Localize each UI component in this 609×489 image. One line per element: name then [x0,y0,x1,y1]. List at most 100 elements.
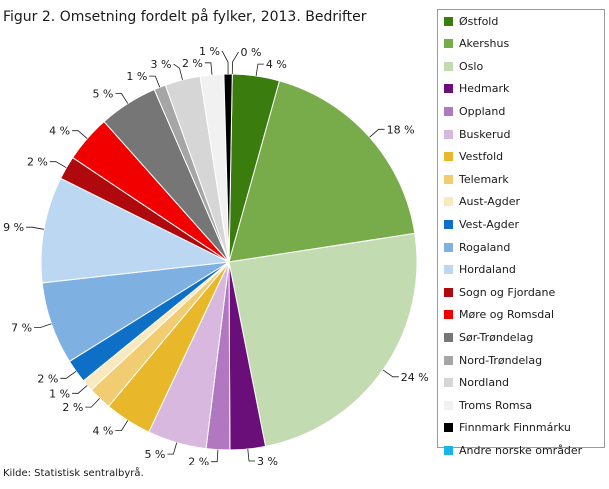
leader-line-rogaland [34,323,52,329]
pie-slice-akershus [228,80,416,263]
legend-label: Hedmark [459,82,510,96]
legend-item-rogaland: Rogaland [444,239,510,255]
legend-label: Finnmark Finnmárku [459,421,571,435]
legend-label: Sogn og Fjordane [459,285,556,299]
data-label-rogaland: 7 % [11,322,32,335]
legend-item-sor-trondelag: Sør-Trøndelag [444,329,533,345]
legend-swatch [444,378,453,388]
legend-item-telemark: Telemark [444,171,509,187]
legend-item-vest-agder: Vest-Agder [444,216,519,232]
legend-label: Aust-Agder [459,195,521,209]
legend-item-hordaland: Hordaland [444,262,516,278]
data-label-more-og-romsdal: 4 % [49,125,70,138]
legend-label: Østfold [459,14,499,28]
legend-item-andre-norske-omrader: Andre norske områder [444,442,582,458]
data-label-troms-romsa: 2 % [182,57,203,70]
data-label-oppland: 2 % [188,456,209,465]
legend-swatch [444,61,453,71]
data-label-oslo: 24 % [401,371,429,384]
legend-swatch [444,287,453,297]
legend-label: Rogaland [459,240,511,254]
leader-line-aust-agder [72,385,88,394]
legend-item-vestfold: Vestfold [444,149,503,165]
legend-item-oppland: Oppland [444,103,505,119]
legend-label: Oppland [459,104,506,118]
leader-line-ostfold [255,63,264,77]
leader-line-telemark [85,398,100,408]
data-label-sogn-og-fjordane: 2 % [27,156,48,169]
legend: Østfold Akershus Oslo Hedmark Oppland Buskeru… [437,9,605,457]
legend-label: Telemark [459,172,509,186]
legend-item-troms-romsa: Troms Romsa [444,397,532,413]
leader-line-oppland [211,449,219,463]
source-note: Kilde: Statistisk sentralbyrå. [3,468,144,479]
legend-item-sogn-og-fjordane: Sogn og Fjordane [444,284,555,300]
legend-item-nord-trondelag: Nord-Trøndelag [444,352,542,368]
data-label-hedmark: 3 % [257,455,278,465]
legend-label: Andre norske områder [459,443,583,457]
data-label-buskerud: 5 % [144,448,165,461]
legend-item-oslo: Oslo [444,58,483,74]
chart-title: Figur 2. Omsetning fordelt på fylker, 20… [3,9,367,25]
leader-line-hedmark [247,449,255,462]
legend-label: Buskerud [459,127,511,141]
data-label-finnmark-finnmarku: 1 % [199,45,220,58]
leader-line-sogn-og-fjordane [49,161,67,169]
legend-label: Vest-Agder [459,217,519,231]
leader-line-buskerud [167,442,178,455]
legend-item-ostfold: Østfold [444,13,498,29]
pie-chart: 4 %18 %24 %3 %2 %5 %4 %2 %1 %2 %7 %9 %2 … [3,45,429,465]
data-label-vest-agder: 2 % [37,372,58,385]
legend-swatch [444,197,453,207]
legend-label: Hordaland [459,263,516,277]
legend-swatch [444,106,453,116]
legend-item-buskerud: Buskerud [444,126,510,142]
leader-line-vestfold [115,420,129,432]
legend-item-akershus: Akershus [444,36,509,52]
legend-swatch [444,129,453,139]
legend-swatch [444,174,453,184]
data-label-ostfold: 4 % [266,58,287,71]
leader-line-more-og-romsdal [72,130,88,139]
leader-line-finnmark-finnmarku [221,50,229,75]
legend-label: Møre og Romsdal [459,308,555,322]
leader-line-oslo [382,369,399,378]
legend-item-hedmark: Hedmark [444,81,509,97]
legend-swatch [444,39,453,49]
legend-swatch [444,242,453,252]
legend-swatch [444,219,453,229]
legend-swatch [444,152,453,162]
leader-line-nord-trondelag [149,75,161,88]
data-label-andre-norske-omrader: 0 % [241,46,262,59]
legend-label: Vestfold [459,150,504,164]
data-label-telemark: 2 % [62,401,83,414]
data-label-hordaland: 9 % [3,221,24,234]
legend-label: Troms Romsa [459,398,533,412]
legend-swatch [444,445,453,455]
legend-label: Oslo [459,59,484,73]
legend-item-aust-agder: Aust-Agder [444,194,520,210]
legend-swatch [444,400,453,410]
legend-label: Nordland [459,376,510,390]
data-label-nordland: 3 % [151,58,172,71]
data-label-vestfold: 4 % [92,425,113,438]
legend-label: Akershus [459,37,510,51]
data-label-akershus: 18 % [387,123,415,136]
pie-slice-finnmark-finnmarku [223,73,233,263]
legend-swatch [444,423,453,433]
legend-swatch [444,355,453,365]
leader-line-troms-romsa [204,62,213,75]
legend-swatch [444,310,453,320]
leader-line-andre-norske-omrader [231,51,239,75]
legend-label: Sør-Trøndelag [459,330,534,344]
data-label-aust-agder: 1 % [49,387,70,400]
legend-swatch [444,265,453,275]
leader-line-vest-agder [60,370,77,379]
leader-line-hordaland [26,226,44,230]
legend-swatch [444,84,453,94]
legend-swatch [444,16,453,26]
legend-item-nordland: Nordland [444,375,509,391]
data-label-nord-trondelag: 1 % [126,70,147,83]
legend-swatch [444,332,453,342]
data-label-sor-trondelag: 5 % [92,87,113,100]
